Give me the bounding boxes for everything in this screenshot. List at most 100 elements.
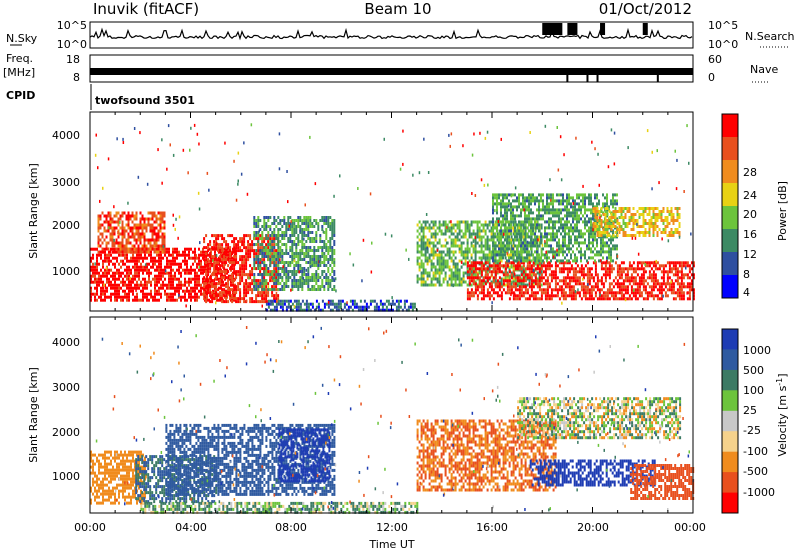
power-cell-7 [540, 199, 542, 203]
power-cell-0 [170, 298, 172, 302]
power-cell-5 [416, 244, 419, 248]
power-cell-5 [424, 280, 427, 284]
power-cell-1 [113, 241, 116, 245]
power-cell-3 [301, 270, 304, 273]
power-cell-0 [220, 259, 222, 263]
power-cell-0 [90, 292, 92, 296]
power-cell-3 [263, 264, 266, 267]
power-cell-0 [202, 250, 204, 254]
power-cell-5 [456, 226, 459, 230]
power-cell-0 [104, 253, 106, 257]
power-cell-3 [299, 228, 302, 231]
power-cell-0 [162, 274, 164, 278]
power-cell-6 [574, 294, 577, 298]
power-cell-2 [265, 300, 268, 304]
power-cell-6 [500, 285, 503, 289]
power-cell-5 [540, 253, 543, 257]
power-cell-3 [293, 267, 296, 270]
power-cell-4 [275, 302, 278, 306]
power-cell-3 [281, 288, 284, 291]
power-cell-2 [215, 258, 218, 262]
power-cell-1 [147, 217, 150, 221]
power-cell-3 [307, 222, 310, 225]
power-cell-3 [263, 252, 266, 255]
power-cell-0 [106, 289, 108, 293]
power-cell-2 [247, 282, 250, 286]
power-cell-3 [325, 282, 328, 285]
power-cell-1 [121, 247, 124, 251]
power-cell-5 [538, 244, 541, 248]
power-cell-3 [279, 267, 282, 270]
power-cell-1 [129, 235, 132, 239]
power-cell-6 [588, 267, 591, 271]
power-cell-3 [273, 240, 276, 243]
power-cell-0 [134, 277, 136, 281]
power-cell-5 [478, 220, 481, 224]
power-cell-6 [630, 279, 633, 283]
power-cell-5 [434, 271, 437, 275]
power-cell-3 [305, 255, 308, 258]
power-cell-7 [544, 226, 546, 230]
power-cell-5 [428, 238, 431, 242]
power-cell-4 [271, 302, 274, 306]
power-cell-5 [520, 265, 523, 269]
power-cell-5 [422, 241, 425, 245]
power-cell-5 [498, 280, 501, 284]
power-cell-6 [512, 297, 515, 301]
power-cell-5 [470, 253, 473, 257]
power-cell-6 [592, 297, 595, 301]
power-cell-6 [636, 288, 639, 292]
power-cell-2 [247, 243, 250, 247]
power-cell-2 [225, 276, 228, 280]
power-cell-4 [307, 302, 310, 306]
power-cell-6 [686, 261, 689, 265]
power-cell-5 [454, 241, 457, 245]
power-cell-6 [648, 270, 651, 274]
power-cell-5 [438, 229, 441, 233]
power-cell-6 [508, 297, 511, 301]
power-cell-0 [194, 283, 196, 287]
power-cell-6 [498, 267, 501, 271]
power-cell-3 [333, 273, 336, 276]
power-cell-3 [315, 261, 318, 264]
power-cell-5 [450, 271, 453, 275]
power-cell-0 [160, 265, 162, 269]
power-cell-6 [620, 288, 623, 292]
power-cell-0 [138, 274, 140, 278]
power-cell-7 [556, 232, 558, 236]
power-cell-6 [494, 264, 497, 268]
power-cell-5 [458, 280, 461, 284]
power-cell-5 [524, 283, 527, 287]
power-cell-7 [548, 196, 550, 200]
power-cell-0 [218, 277, 220, 281]
power-cell-2 [219, 270, 222, 274]
power-cell-2 [205, 264, 208, 268]
power-cell-6 [690, 273, 693, 277]
power-cell-5 [422, 226, 425, 230]
power-cell-0 [140, 289, 142, 293]
power-cell-7 [522, 196, 524, 200]
power-cell-1 [141, 250, 144, 254]
power-cell-3 [317, 267, 320, 270]
power-cell-2 [213, 294, 216, 298]
power-cell-3 [299, 258, 302, 261]
power-cell-3 [257, 285, 260, 288]
power-cell-2 [233, 294, 236, 298]
power-cell-6 [652, 288, 655, 292]
power-cell-0 [200, 292, 202, 296]
power-cell-6 [484, 270, 487, 274]
power-cell-0 [94, 286, 96, 290]
power-cell-5 [420, 262, 423, 266]
power-cell-2 [203, 294, 206, 298]
power-cell-0 [176, 256, 178, 260]
power-cell-7 [516, 232, 518, 236]
power-cell-3 [299, 279, 302, 282]
power-cell-0 [172, 298, 174, 302]
power-cell-5 [494, 262, 497, 266]
power-cell-6 [566, 270, 569, 274]
power-cell-6 [492, 279, 495, 283]
power-cell-2 [247, 288, 250, 292]
power-cell-5 [484, 244, 487, 248]
power-cell-1 [111, 241, 114, 245]
power-cell-3 [275, 234, 278, 237]
